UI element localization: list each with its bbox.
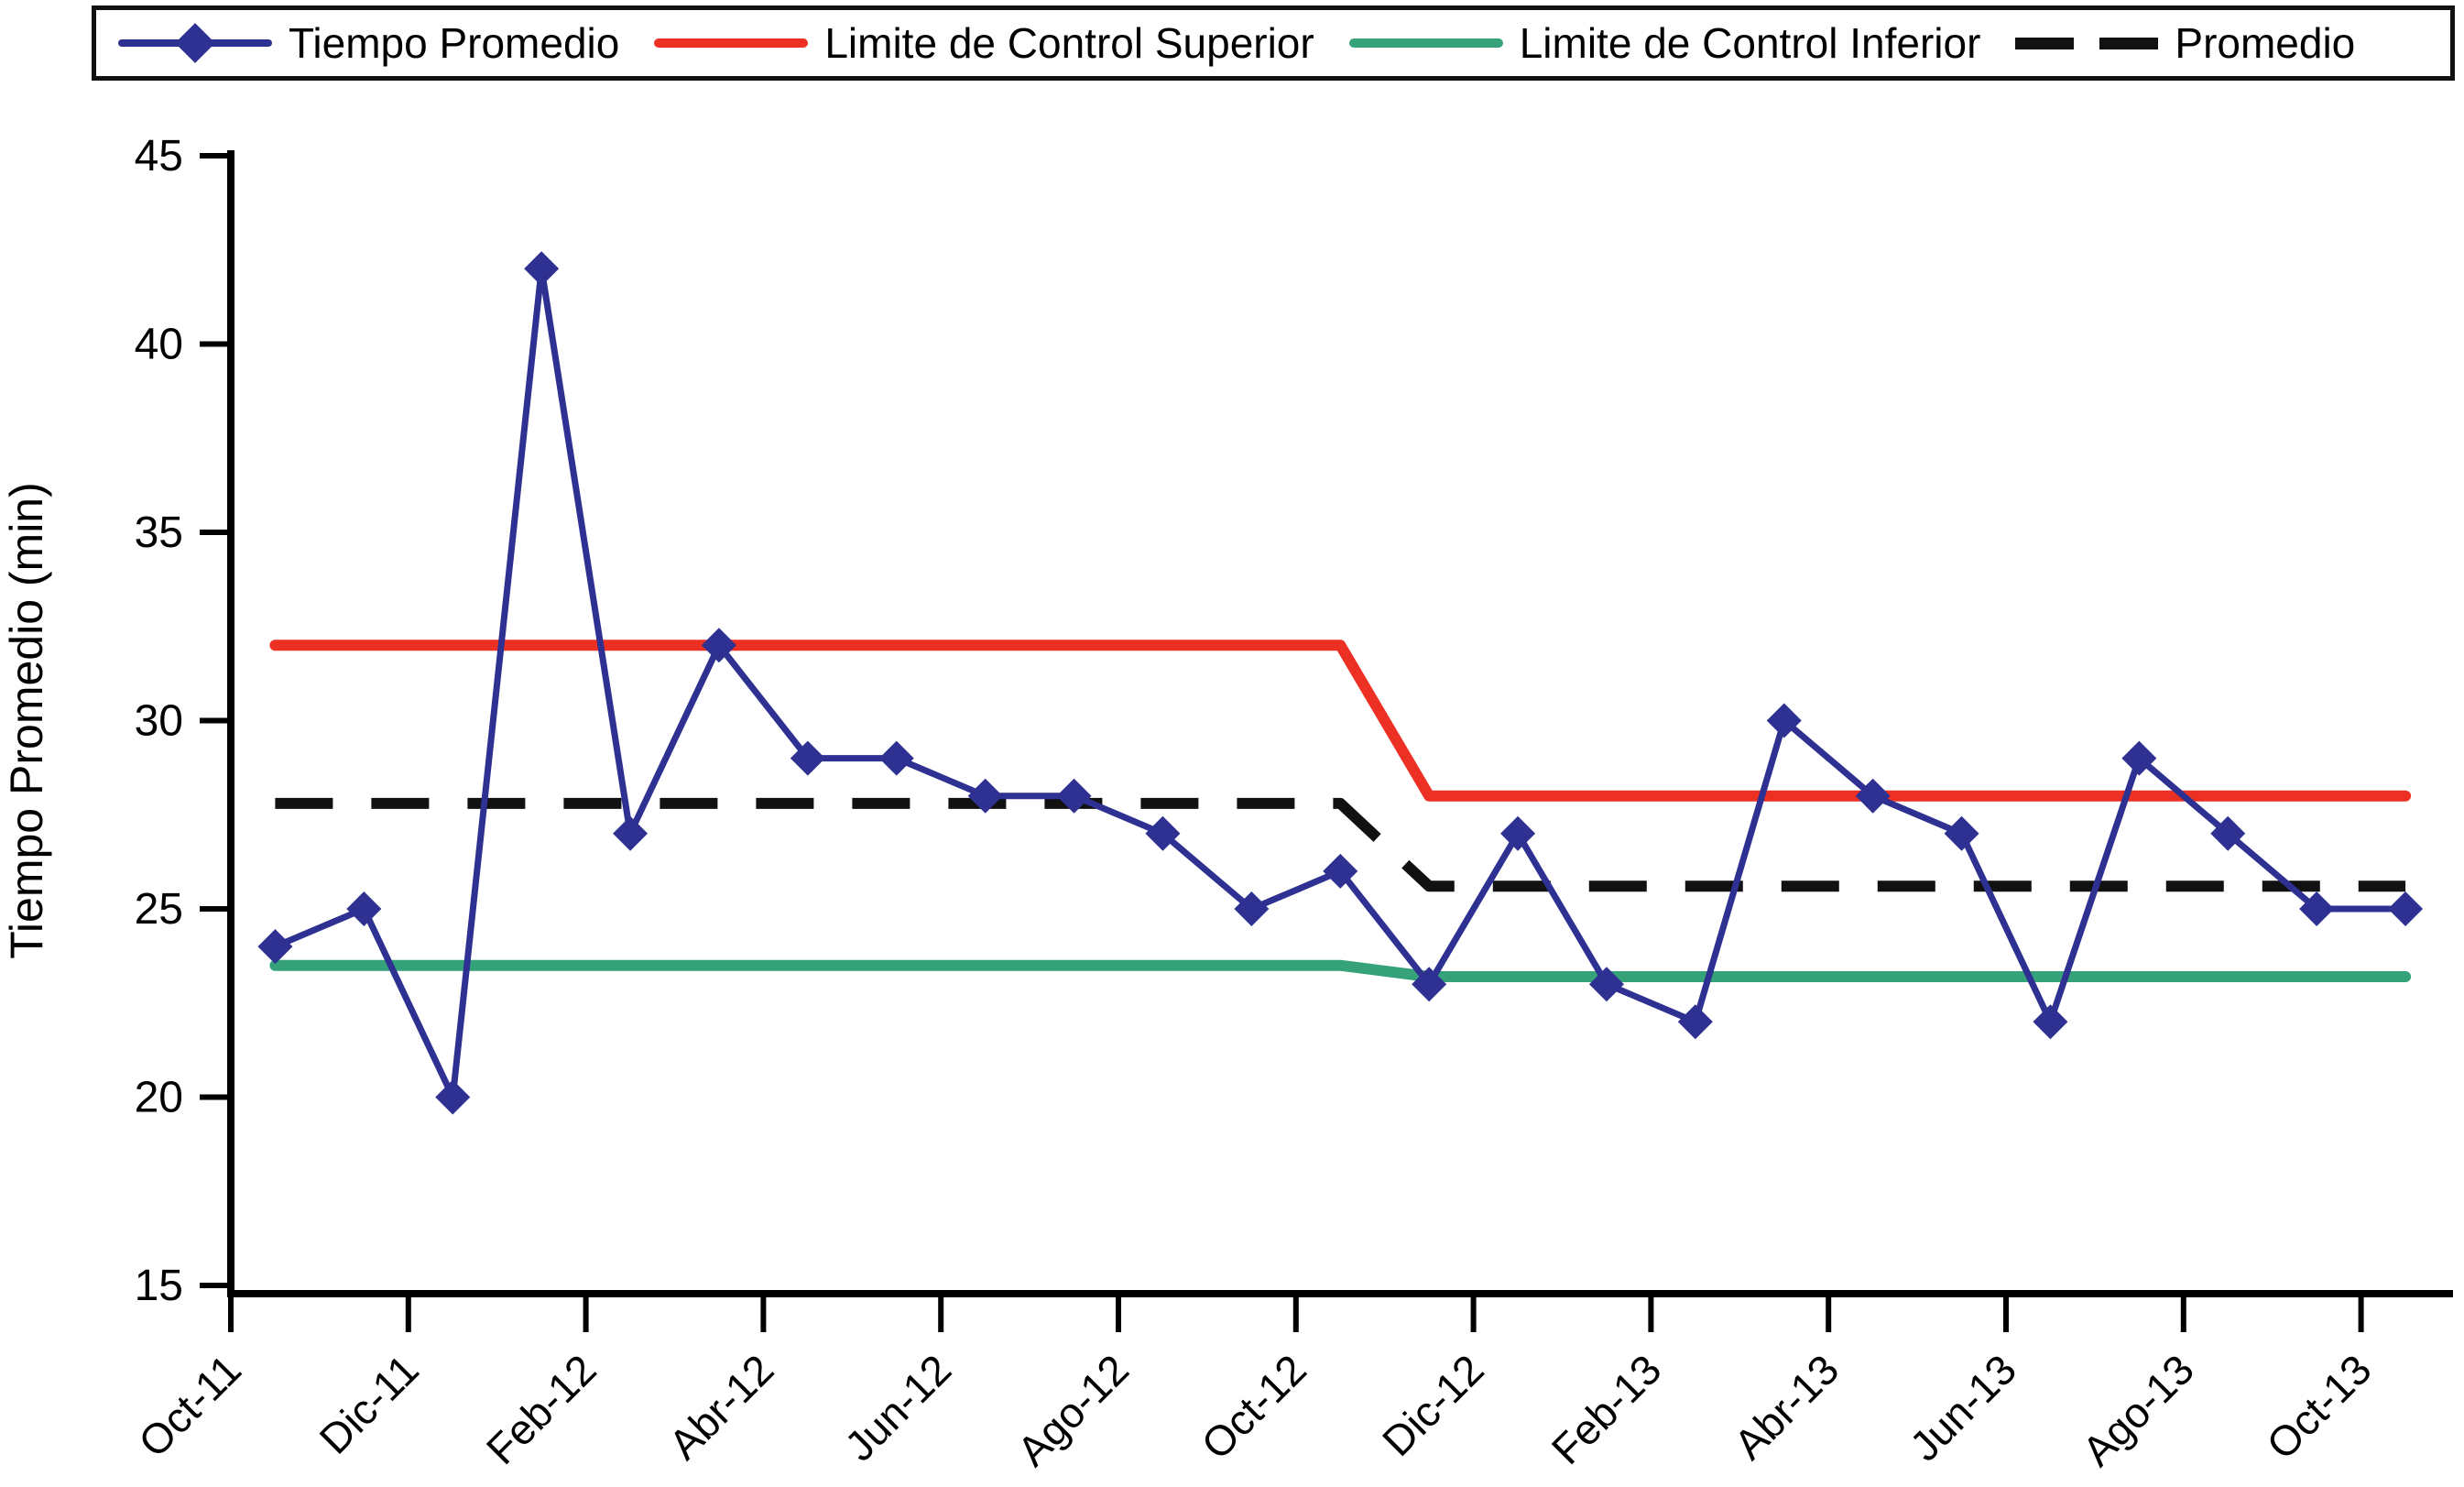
data-point-marker xyxy=(524,251,560,287)
data-point-marker xyxy=(1588,967,1624,1002)
legend-label: Tiempo Promedio xyxy=(289,19,620,67)
data-point-marker xyxy=(2033,1004,2068,1040)
data-point-marker xyxy=(2210,815,2246,851)
x-tick-label: Jun-12 xyxy=(835,1345,960,1470)
data-point-marker xyxy=(2388,891,2424,926)
legend-line-red-icon xyxy=(654,38,809,48)
legend-item-promedio: Promedio xyxy=(2015,22,2355,64)
data-point-marker xyxy=(1056,778,1092,814)
legend-diamond-icon xyxy=(175,23,215,63)
data-point-marker xyxy=(257,929,293,965)
data-point-marker xyxy=(1677,1004,1713,1040)
y-axis-title: Tiempo Promedio (min) xyxy=(1,482,52,959)
x-tick-label: Dic-11 xyxy=(311,1345,428,1462)
data-point-marker xyxy=(1766,703,1802,738)
legend-item-tiempo-promedio: Tiempo Promedio xyxy=(118,22,619,64)
x-tick-label: Ago-13 xyxy=(2073,1345,2203,1475)
legend-label: Limite de Control Inferior xyxy=(1519,19,1981,67)
legend-line-green-icon xyxy=(1348,38,1503,48)
legend-line-red xyxy=(654,38,809,48)
x-tick-label: Abr-12 xyxy=(660,1345,782,1468)
data-point-marker xyxy=(1944,815,1979,851)
y-tick-label: 20 xyxy=(135,1074,183,1122)
legend-dash-sample xyxy=(2015,37,2159,49)
x-tick-label: Feb-12 xyxy=(477,1345,605,1473)
legend-line-green xyxy=(1348,38,1503,48)
data-point-marker xyxy=(878,740,914,776)
data-point-marker xyxy=(790,740,825,776)
x-tick-label: Abr-13 xyxy=(1725,1345,1848,1468)
series-line-limite-de-control-inferior xyxy=(269,959,2412,982)
legend-label: Limite de Control Superior xyxy=(824,19,1314,67)
chart-legend: Tiempo Promedio Limite de Control Superi… xyxy=(92,5,2455,81)
x-tick-label: Dic-12 xyxy=(1373,1345,1493,1465)
series-line-limite-de-control-superior xyxy=(269,640,2412,802)
y-tick-label: 40 xyxy=(135,321,183,369)
legend-item-limite-control-superior: Limite de Control Superior xyxy=(654,22,1314,64)
data-point-marker xyxy=(2121,740,2157,776)
data-point-marker xyxy=(613,815,649,851)
data-point-marker xyxy=(1412,967,1447,1002)
y-tick-label: 30 xyxy=(135,697,183,746)
x-tick-label: Oct-13 xyxy=(2257,1345,2380,1468)
data-point-marker xyxy=(1234,891,1270,926)
x-tick-label: Oct-11 xyxy=(129,1345,250,1466)
data-point-marker xyxy=(701,628,736,663)
data-point-marker xyxy=(2299,891,2335,926)
data-point-marker xyxy=(1323,853,1358,889)
data-point-marker xyxy=(967,778,1003,814)
x-tick-label: Jun-13 xyxy=(1901,1345,2025,1470)
x-tick-label: Ago-12 xyxy=(1008,1345,1138,1475)
legend-label: Promedio xyxy=(2175,19,2356,67)
data-point-marker xyxy=(1500,815,1536,851)
y-tick-label: 45 xyxy=(135,132,183,180)
y-tick-label: 25 xyxy=(135,885,183,934)
y-tick-label: 15 xyxy=(135,1262,183,1310)
data-point-marker xyxy=(435,1079,471,1115)
legend-item-limite-control-inferior: Limite de Control Inferior xyxy=(1348,19,1981,67)
y-tick-label: 35 xyxy=(135,508,183,557)
data-point-marker xyxy=(1145,815,1181,851)
data-point-marker xyxy=(1855,778,1891,814)
x-tick-label: Feb-13 xyxy=(1543,1345,1671,1473)
legend-line-marker-icon xyxy=(118,23,272,63)
series-markers-tiempo-promedio xyxy=(257,251,2424,1115)
legend-dash-icon xyxy=(2015,37,2159,49)
x-tick-label: Oct-12 xyxy=(1192,1345,1314,1468)
series-line-promedio xyxy=(275,797,2406,892)
data-point-marker xyxy=(346,891,382,926)
